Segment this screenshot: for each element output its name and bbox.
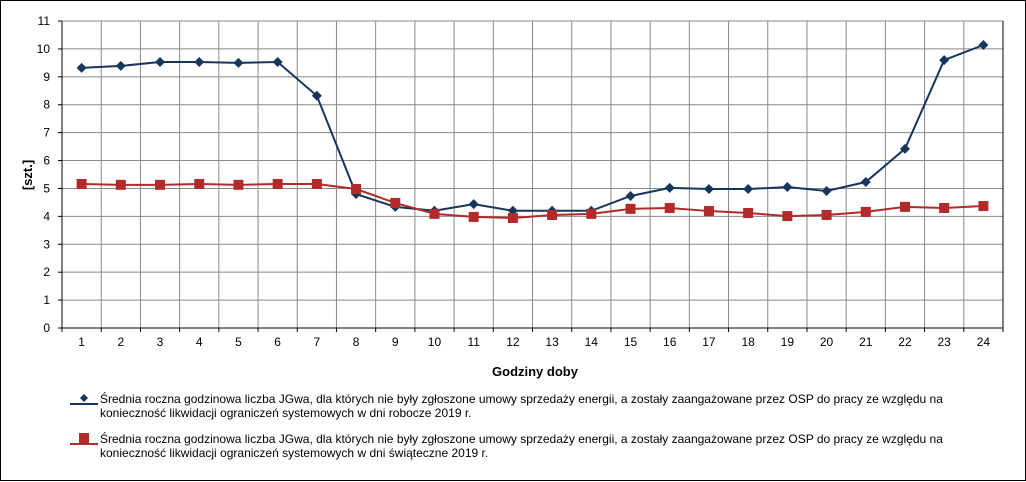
data-point-diamond <box>468 199 479 210</box>
y-tick-label: 3 <box>43 237 50 251</box>
legend-label-workdays: Średnia roczna godzinowa liczba JGwa, dl… <box>100 392 943 420</box>
y-tick-label: 9 <box>43 70 50 84</box>
data-point-square <box>939 202 950 213</box>
data-point-square <box>272 178 283 189</box>
x-tick-label: 13 <box>545 335 559 349</box>
x-tick-label: 21 <box>859 335 873 349</box>
data-point-diamond <box>76 62 87 73</box>
data-point-diamond <box>194 57 205 68</box>
y-tick-label: 10 <box>37 42 51 56</box>
data-point-square <box>468 211 479 222</box>
data-point-diamond <box>311 90 322 101</box>
x-tick-label: 16 <box>663 335 677 349</box>
data-point-square <box>390 197 401 208</box>
data-point-diamond <box>155 57 166 68</box>
x-tick-label: 17 <box>702 335 716 349</box>
y-tick-label: 7 <box>43 126 50 140</box>
x-axis-title: Godziny doby <box>492 364 579 379</box>
data-point-diamond <box>899 143 910 154</box>
y-tick-label: 4 <box>43 209 50 223</box>
x-tick-label: 2 <box>117 335 124 349</box>
data-point-diamond <box>664 182 675 193</box>
data-point-square <box>978 201 989 212</box>
x-tick-label: 24 <box>977 335 991 349</box>
x-tick-label: 12 <box>506 335 520 349</box>
data-point-diamond <box>821 185 832 196</box>
data-point-square <box>76 178 87 189</box>
data-point-diamond <box>272 57 283 68</box>
series-line-2 <box>81 182 984 220</box>
data-point-square <box>547 209 558 220</box>
data-point-square <box>743 208 754 219</box>
series-line-1 <box>81 44 984 212</box>
data-point-square <box>860 206 871 217</box>
data-point-square <box>429 208 440 219</box>
x-tick-label: 10 <box>428 335 442 349</box>
y-tick-label: 2 <box>43 265 50 279</box>
legend-marker-holidays <box>70 443 98 445</box>
data-point-square <box>311 178 322 189</box>
x-tick-label: 15 <box>624 335 638 349</box>
data-point-square <box>625 203 636 214</box>
y-tick-label: 8 <box>43 98 50 112</box>
legend-marker-workdays <box>70 403 98 405</box>
legend-diamond-icon <box>80 394 88 402</box>
x-tick-label: 8 <box>353 335 360 349</box>
x-tick-label: 3 <box>157 335 164 349</box>
data-point-diamond <box>703 184 714 195</box>
data-point-diamond <box>782 182 793 193</box>
x-tick-label: 23 <box>938 335 952 349</box>
x-tick-label: 9 <box>392 335 399 349</box>
data-point-square <box>782 211 793 222</box>
data-point-square <box>821 209 832 220</box>
x-tick-label: 20 <box>820 335 834 349</box>
data-point-square <box>194 178 205 189</box>
x-tick-label: 1 <box>78 335 85 349</box>
data-point-diamond <box>978 40 989 51</box>
y-tick-label: 11 <box>38 14 51 28</box>
data-point-square <box>351 184 362 195</box>
legend-label-holidays: Średnia roczna godzinowa liczba JGwa, dl… <box>100 432 943 460</box>
y-tick-label: 5 <box>43 181 50 195</box>
x-tick-label: 22 <box>898 335 912 349</box>
x-tick-label: 19 <box>781 335 795 349</box>
data-point-square <box>664 202 675 213</box>
data-point-diamond <box>939 55 950 66</box>
data-point-diamond <box>743 184 754 195</box>
data-point-square <box>155 179 166 190</box>
data-point-square <box>507 213 518 224</box>
x-tick-label: 5 <box>235 335 242 349</box>
data-point-diamond <box>115 60 126 71</box>
data-point-square <box>703 206 714 217</box>
y-tick-label: 6 <box>43 154 50 168</box>
data-point-square <box>899 201 910 212</box>
y-tick-label: 0 <box>43 321 50 335</box>
x-tick-label: 7 <box>314 335 321 349</box>
x-tick-label: 14 <box>585 335 599 349</box>
data-point-diamond <box>233 57 244 68</box>
x-tick-label: 6 <box>274 335 281 349</box>
y-axis-title: [szt.] <box>20 160 35 190</box>
legend-square-icon <box>79 433 89 443</box>
y-tick-label: 1 <box>43 293 50 307</box>
data-point-square <box>233 179 244 190</box>
x-tick-label: 11 <box>467 335 480 349</box>
data-point-diamond <box>860 177 871 188</box>
data-point-square <box>586 208 597 219</box>
x-tick-label: 18 <box>741 335 755 349</box>
data-point-square <box>115 179 126 190</box>
data-point-diamond <box>625 190 636 201</box>
x-tick-label: 4 <box>196 335 203 349</box>
